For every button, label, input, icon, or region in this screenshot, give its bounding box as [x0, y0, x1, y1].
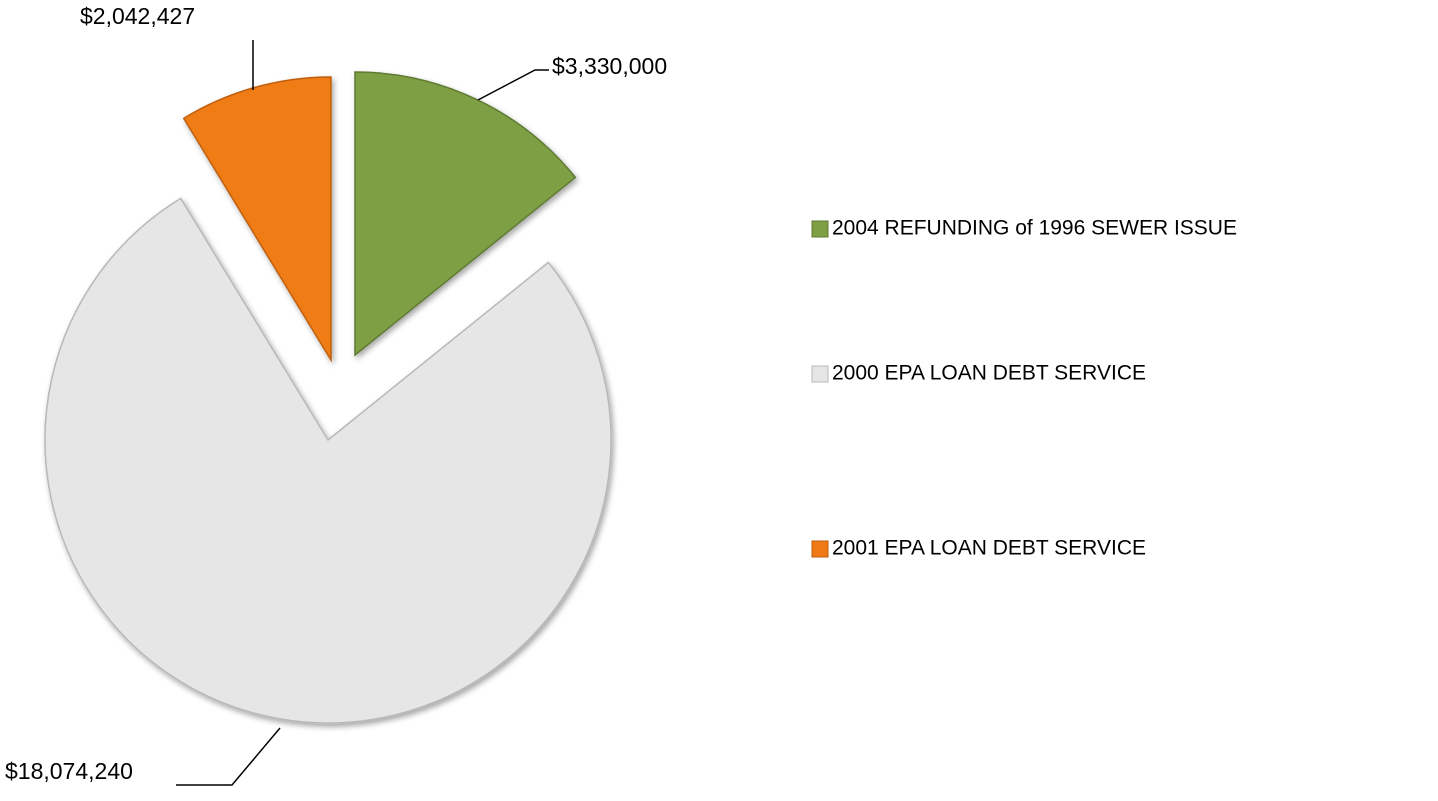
pie	[44, 71, 612, 724]
data-label: $2,042,427	[80, 3, 195, 29]
legend-swatch	[811, 540, 829, 558]
leader-line	[176, 727, 281, 786]
data-label: $18,074,240	[5, 758, 133, 784]
data-label: $3,330,000	[552, 53, 667, 79]
legend-label: 2001 EPA LOAN DEBT SERVICE	[832, 537, 1146, 560]
legend-label: 2000 EPA LOAN DEBT SERVICE	[832, 362, 1146, 385]
pie-slice	[44, 197, 612, 724]
legend-swatch	[811, 365, 829, 383]
pie-slice	[182, 76, 332, 363]
legend-swatch	[811, 220, 829, 238]
leader-line	[477, 69, 549, 101]
legend-label: 2004 REFUNDING of 1996 SEWER ISSUE	[832, 217, 1237, 240]
pie-slice	[354, 71, 577, 357]
